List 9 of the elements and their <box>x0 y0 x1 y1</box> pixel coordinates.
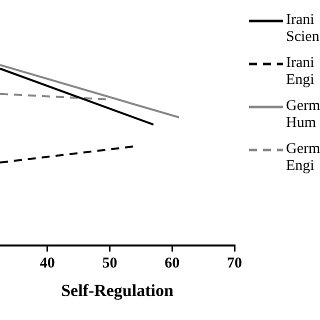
x-tick-label: 40 <box>40 255 55 272</box>
x-tick-label: 70 <box>227 255 242 272</box>
legend-label: Germ Engi <box>286 141 320 175</box>
legend-label: Irani Scien <box>286 12 320 46</box>
legend-label: Germ Hum <box>286 98 320 132</box>
legend-label: Irani Engi <box>286 55 314 89</box>
x-tick-label: 60 <box>164 255 180 272</box>
x-tick-label: 50 <box>102 255 118 272</box>
x-axis-title: Self-Regulation <box>61 281 174 300</box>
